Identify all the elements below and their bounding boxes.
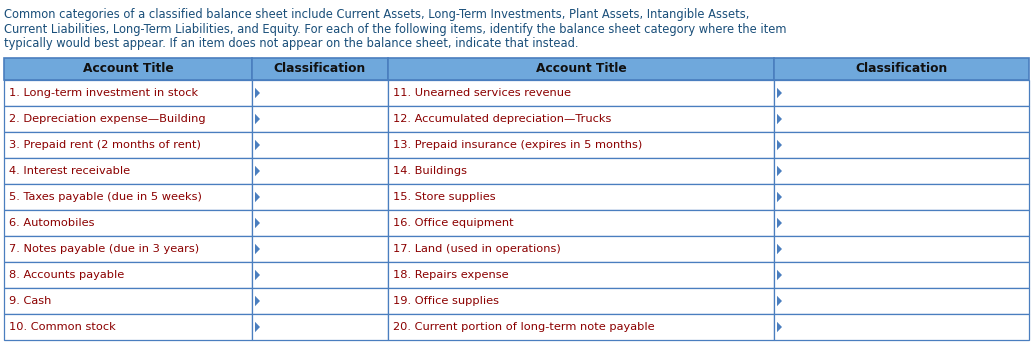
Polygon shape	[255, 88, 260, 98]
Text: 17. Land (used in operations): 17. Land (used in operations)	[393, 244, 561, 254]
Polygon shape	[255, 296, 260, 306]
Text: 6. Automobiles: 6. Automobiles	[9, 218, 94, 228]
Bar	[252, 80, 388, 106]
Bar	[4, 262, 252, 288]
Text: 14. Buildings: 14. Buildings	[393, 166, 467, 176]
Bar	[388, 80, 774, 106]
Text: 11. Unearned services revenue: 11. Unearned services revenue	[393, 88, 571, 98]
Polygon shape	[777, 270, 782, 280]
Polygon shape	[777, 192, 782, 202]
Bar	[252, 58, 388, 80]
Polygon shape	[255, 270, 260, 280]
Text: 18. Repairs expense: 18. Repairs expense	[393, 270, 508, 280]
Bar	[774, 262, 1029, 288]
Text: 19. Office supplies: 19. Office supplies	[393, 296, 499, 306]
Polygon shape	[255, 192, 260, 202]
Bar	[4, 314, 252, 340]
Bar	[252, 288, 388, 314]
Bar	[388, 210, 774, 236]
Polygon shape	[777, 140, 782, 150]
Bar	[252, 236, 388, 262]
Bar	[774, 106, 1029, 132]
Bar	[4, 184, 252, 210]
Text: Account Title: Account Title	[536, 62, 626, 75]
Bar	[388, 288, 774, 314]
Text: 1. Long-term investment in stock: 1. Long-term investment in stock	[9, 88, 198, 98]
Text: 7. Notes payable (due in 3 years): 7. Notes payable (due in 3 years)	[9, 244, 199, 254]
Polygon shape	[255, 244, 260, 254]
Bar	[774, 58, 1029, 80]
Bar	[388, 184, 774, 210]
Bar	[388, 236, 774, 262]
Text: Classification: Classification	[274, 62, 366, 75]
Polygon shape	[777, 166, 782, 176]
Bar	[252, 262, 388, 288]
Bar	[774, 158, 1029, 184]
Text: Account Title: Account Title	[83, 62, 174, 75]
Text: 15. Store supplies: 15. Store supplies	[393, 192, 496, 202]
Bar	[774, 184, 1029, 210]
Text: 10. Common stock: 10. Common stock	[9, 322, 116, 332]
Bar	[252, 158, 388, 184]
Polygon shape	[777, 296, 782, 306]
Bar	[774, 132, 1029, 158]
Bar	[252, 184, 388, 210]
Polygon shape	[777, 88, 782, 98]
Bar	[774, 80, 1029, 106]
Bar	[774, 210, 1029, 236]
Polygon shape	[255, 140, 260, 150]
Bar	[4, 132, 252, 158]
Text: 5. Taxes payable (due in 5 weeks): 5. Taxes payable (due in 5 weeks)	[9, 192, 201, 202]
Polygon shape	[255, 114, 260, 124]
Text: Current Liabilities, Long-Term Liabilities, and Equity. For each of the followin: Current Liabilities, Long-Term Liabiliti…	[4, 23, 786, 36]
Bar	[388, 262, 774, 288]
Bar	[388, 58, 774, 80]
Text: 13. Prepaid insurance (expires in 5 months): 13. Prepaid insurance (expires in 5 mont…	[393, 140, 643, 150]
Bar	[388, 106, 774, 132]
Text: 12. Accumulated depreciation—Trucks: 12. Accumulated depreciation—Trucks	[393, 114, 612, 124]
Text: Classification: Classification	[855, 62, 947, 75]
Bar	[4, 58, 252, 80]
Polygon shape	[777, 244, 782, 254]
Bar	[774, 288, 1029, 314]
Bar	[252, 210, 388, 236]
Bar	[4, 210, 252, 236]
Bar	[4, 158, 252, 184]
Text: 20. Current portion of long-term note payable: 20. Current portion of long-term note pa…	[393, 322, 655, 332]
Polygon shape	[777, 114, 782, 124]
Bar	[252, 314, 388, 340]
Polygon shape	[777, 218, 782, 228]
Text: 3. Prepaid rent (2 months of rent): 3. Prepaid rent (2 months of rent)	[9, 140, 200, 150]
Text: typically would best appear. If an item does not appear on the balance sheet, in: typically would best appear. If an item …	[4, 37, 578, 50]
Bar	[4, 236, 252, 262]
Bar	[774, 236, 1029, 262]
Bar	[4, 80, 252, 106]
Text: 9. Cash: 9. Cash	[9, 296, 52, 306]
Bar	[388, 158, 774, 184]
Polygon shape	[777, 322, 782, 332]
Bar	[4, 288, 252, 314]
Text: 2. Depreciation expense—Building: 2. Depreciation expense—Building	[9, 114, 206, 124]
Text: 16. Office equipment: 16. Office equipment	[393, 218, 513, 228]
Polygon shape	[255, 218, 260, 228]
Bar	[252, 106, 388, 132]
Polygon shape	[255, 166, 260, 176]
Bar	[388, 314, 774, 340]
Text: 4. Interest receivable: 4. Interest receivable	[9, 166, 130, 176]
Bar	[252, 132, 388, 158]
Polygon shape	[255, 322, 260, 332]
Text: Common categories of a classified balance sheet include Current Assets, Long-Ter: Common categories of a classified balanc…	[4, 8, 749, 21]
Bar	[388, 132, 774, 158]
Bar	[4, 106, 252, 132]
Bar	[774, 314, 1029, 340]
Text: 8. Accounts payable: 8. Accounts payable	[9, 270, 124, 280]
